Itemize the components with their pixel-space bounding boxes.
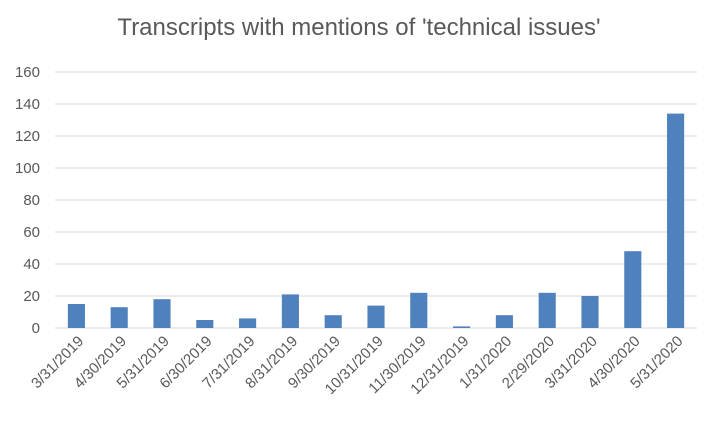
x-axis-tick-labels: 3/31/20194/30/20195/31/20196/30/20197/31… — [28, 333, 686, 398]
bar-4/30/2020 — [624, 251, 642, 328]
bar-8/31/2019 — [281, 294, 299, 328]
bar-5/31/2019 — [153, 299, 171, 328]
chart-title: Transcripts with mentions of 'technical … — [117, 14, 601, 41]
bar-10/31/2019 — [367, 305, 385, 328]
bar-12/31/2019 — [453, 326, 471, 328]
bar-1/31/2020 — [495, 315, 513, 328]
y-tick-label-60: 60 — [23, 224, 40, 241]
y-tick-label-120: 120 — [15, 128, 40, 145]
bar-4/30/2019 — [110, 307, 128, 328]
bar-3/31/2019 — [67, 304, 85, 328]
y-tick-label-140: 140 — [15, 96, 40, 113]
y-tick-label-0: 0 — [32, 320, 40, 337]
bar-5/31/2020 — [667, 113, 685, 328]
y-tick-label-40: 40 — [23, 256, 40, 273]
gridlines — [55, 71, 697, 329]
y-tick-label-160: 160 — [15, 64, 40, 81]
y-tick-label-100: 100 — [15, 160, 40, 177]
bar-2/29/2020 — [538, 292, 556, 328]
bar-6/30/2019 — [196, 320, 214, 328]
bar-9/30/2019 — [324, 315, 342, 328]
y-axis-tick-labels: 0 20 40 60 80 100 120 140 160 — [15, 64, 40, 337]
y-tick-label-80: 80 — [23, 192, 40, 209]
bar-3/31/2020 — [581, 296, 599, 328]
bars — [67, 113, 685, 328]
y-tick-label-20: 20 — [23, 288, 40, 305]
bar-11/30/2019 — [410, 292, 428, 328]
bar-7/31/2019 — [239, 318, 257, 328]
